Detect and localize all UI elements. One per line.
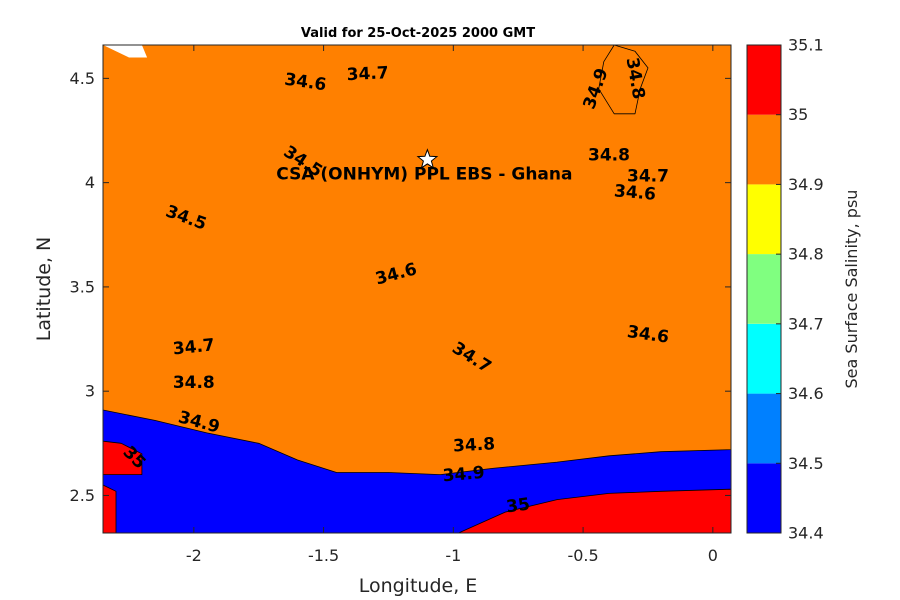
y-axis-ticks: 2.5 3 3.5 4 4.5 (70, 69, 731, 505)
site-annotation: CSA (ONHYM) PPL EBS - Ghana (276, 148, 572, 185)
site-name: CSA (ONHYM) PPL EBS - Ghana (276, 165, 572, 185)
contour-label: 34.7 (627, 166, 669, 186)
contour-label: 34.8 (453, 434, 496, 456)
plot-frame (102, 44, 732, 534)
colorbar-tick-label: 34.5 (788, 454, 824, 473)
site-star-marker (416, 148, 439, 169)
colorbar-swatch (747, 114, 781, 185)
contour-label: 34.8 (588, 146, 630, 166)
y-tick-label: 2.5 (70, 486, 95, 505)
contour-label: 34.7 (172, 335, 216, 359)
chart-title: Valid for 25-Oct-2025 2000 GMT (301, 26, 535, 41)
salinity-band-35 (458, 488, 731, 533)
x-tick-label: -2 (186, 546, 202, 565)
salinity-band-34-9 (103, 45, 731, 476)
colorbar-tick-label: 34.6 (788, 384, 824, 403)
colorbar-swatch (747, 463, 781, 533)
contour-label: 34.6 (613, 181, 657, 205)
salinity-fills (103, 45, 731, 533)
x-axis-ticks: -2 -1.5 -1 -0.5 0 (186, 45, 718, 565)
y-tick-label: 3.5 (70, 277, 95, 296)
colorbar-tick-label: 34.4 (788, 524, 824, 543)
x-tick-label: -1 (445, 546, 461, 565)
land-mask (103, 45, 148, 58)
colorbar-label: Sea Surface Salinity, psu (842, 190, 861, 389)
contour-label: 34.8 (173, 373, 215, 393)
land-area (103, 45, 148, 58)
colorbar-tick-label: 34.8 (788, 245, 824, 264)
colorbar-tick-label: 34.7 (788, 314, 824, 333)
y-axis-label: Latitude, N (33, 237, 55, 342)
colorbar-tick-label: 35.1 (788, 36, 824, 55)
y-tick-label: 4.5 (70, 69, 95, 88)
colorbar-swatch (747, 184, 781, 255)
x-tick-label: -0.5 (567, 546, 598, 565)
x-tick-label: 0 (708, 546, 718, 565)
contour-label: 34.7 (346, 63, 389, 85)
colorbar: 34.4 34.5 34.6 34.7 34.8 34.9 35 35.1 (746, 36, 824, 543)
colorbar-swatch (747, 393, 781, 464)
y-tick-label: 4 (85, 173, 95, 192)
colorbar-swatch (747, 45, 781, 115)
plot-area: 34.534.534.634.634.634.634.734.734.7 34.7… (103, 45, 731, 533)
colorbar-tick-label: 34.9 (788, 175, 824, 194)
salinity-band-35 (103, 440, 143, 476)
colorbar-tick-label: 35 (788, 105, 808, 124)
x-axis-label: Longitude, E (359, 575, 478, 597)
colorbar-swatch (747, 254, 781, 324)
x-tick-label: -1.5 (308, 546, 339, 565)
colorbar-frame (746, 44, 782, 534)
colorbar-swatch (747, 323, 781, 394)
salinity-band-35 (103, 484, 117, 533)
contour-label: 35 (505, 494, 531, 517)
contour-label: 34.9 (442, 463, 486, 487)
y-tick-label: 3 (85, 382, 95, 401)
